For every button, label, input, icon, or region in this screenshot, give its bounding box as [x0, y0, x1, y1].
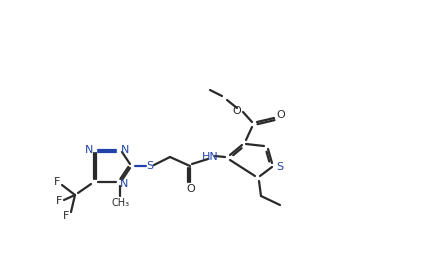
Text: N: N: [120, 179, 128, 189]
Text: F: F: [56, 196, 62, 206]
Text: O: O: [187, 184, 196, 194]
Text: F: F: [54, 177, 60, 187]
Text: N: N: [85, 145, 93, 155]
Text: O: O: [276, 110, 285, 120]
Text: S: S: [147, 161, 153, 171]
Text: S: S: [276, 162, 284, 172]
Text: CH₃: CH₃: [112, 198, 130, 208]
Text: O: O: [233, 106, 242, 116]
Text: HN: HN: [201, 152, 219, 162]
Text: N: N: [121, 145, 129, 155]
Text: F: F: [63, 211, 69, 221]
